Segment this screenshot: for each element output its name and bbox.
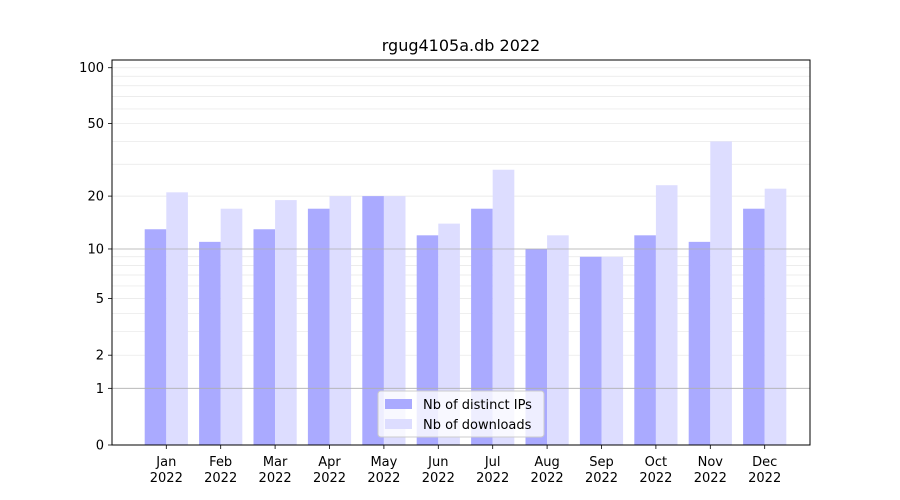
- bar-distinct-ips-may: [362, 196, 384, 445]
- x-tick-label-year: 2022: [531, 471, 564, 486]
- legend-box: [377, 390, 545, 438]
- bar-downloads-apr: [329, 196, 352, 445]
- bar-distinct-ips-sep: [579, 256, 602, 445]
- bar-downloads-may: [383, 196, 406, 445]
- bar-distinct-ips-mar: [253, 229, 276, 445]
- bar-distinct-ips-oct: [634, 235, 656, 445]
- y-tick-label: 1: [96, 382, 104, 397]
- bar-distinct-ips-dec: [743, 208, 765, 445]
- chart-title: rgug4105a.db 2022: [382, 36, 540, 55]
- x-tick-label-year: 2022: [585, 471, 618, 486]
- x-tick-label-month: May: [370, 455, 397, 470]
- bar-downloads-nov: [710, 141, 732, 446]
- x-tick-label-month: Mar: [263, 455, 288, 470]
- x-tick-label-month: Sep: [589, 455, 614, 470]
- x-tick-label-year: 2022: [259, 471, 292, 486]
- y-axis: 0 1 2 5 10 20 50 100: [79, 61, 112, 454]
- x-tick-label-year: 2022: [313, 471, 346, 486]
- bar-downloads-jul: [492, 169, 515, 445]
- x-tick-label-year: 2022: [367, 471, 400, 486]
- plot-frame: [111, 59, 811, 446]
- bar-distinct-ips-apr: [307, 208, 330, 445]
- legend: Nb of distinct IPs Nb of downloads: [377, 390, 545, 438]
- x-tick-label-year: 2022: [204, 471, 237, 486]
- bar-downloads-jun: [438, 223, 460, 445]
- x-tick-label-year: 2022: [422, 471, 455, 486]
- x-tick-label-month: Apr: [318, 455, 341, 470]
- bar-downloads-feb: [220, 208, 243, 445]
- y-tick-label: 50: [87, 117, 104, 132]
- x-tick-label-year: 2022: [748, 471, 781, 486]
- x-tick-label-month: Jun: [427, 455, 448, 470]
- y-tick-label: 0: [96, 439, 104, 454]
- bar-downloads-dec: [764, 188, 787, 445]
- bar-downloads-mar: [275, 200, 297, 445]
- x-tick-label-month: Oct: [645, 455, 667, 470]
- y-tick-label: 5: [96, 292, 104, 307]
- bar-downloads-jan: [166, 192, 188, 445]
- x-tick-label-month: Jan: [155, 455, 176, 470]
- legend-swatch: [385, 419, 412, 429]
- x-tick-label-month: Feb: [209, 455, 232, 470]
- major-grid-lines: [112, 248, 810, 389]
- y-tick-label: 20: [87, 190, 104, 205]
- bar-downloads-sep: [601, 256, 624, 445]
- bar-distinct-ips-nov: [688, 241, 711, 445]
- x-tick-label-month: Nov: [698, 455, 724, 470]
- bar-distinct-ips-jan: [144, 229, 167, 445]
- x-tick-label-year: 2022: [694, 471, 727, 486]
- bar-distinct-ips-jul: [471, 208, 493, 445]
- legend-label: Nb of distinct IPs: [423, 398, 532, 413]
- legend-swatch: [385, 399, 412, 409]
- x-tick-label-month: Jul: [484, 455, 501, 470]
- y-tick-label: 100: [79, 61, 104, 76]
- bar-downloads-oct: [655, 185, 678, 445]
- bar-downloads-aug: [547, 235, 569, 445]
- x-tick-label-month: Aug: [534, 455, 559, 470]
- legend-label: Nb of downloads: [423, 418, 532, 433]
- bar-distinct-ips-feb: [199, 241, 221, 445]
- y-tick-label: 2: [96, 349, 104, 364]
- x-axis: Jan2022Feb2022Mar2022Apr2022May2022Jun20…: [150, 445, 781, 486]
- x-tick-label-month: Dec: [752, 455, 777, 470]
- x-tick-label-year: 2022: [150, 471, 183, 486]
- x-tick-label-year: 2022: [476, 471, 509, 486]
- y-tick-label: 10: [87, 242, 104, 257]
- x-tick-label-year: 2022: [639, 471, 672, 486]
